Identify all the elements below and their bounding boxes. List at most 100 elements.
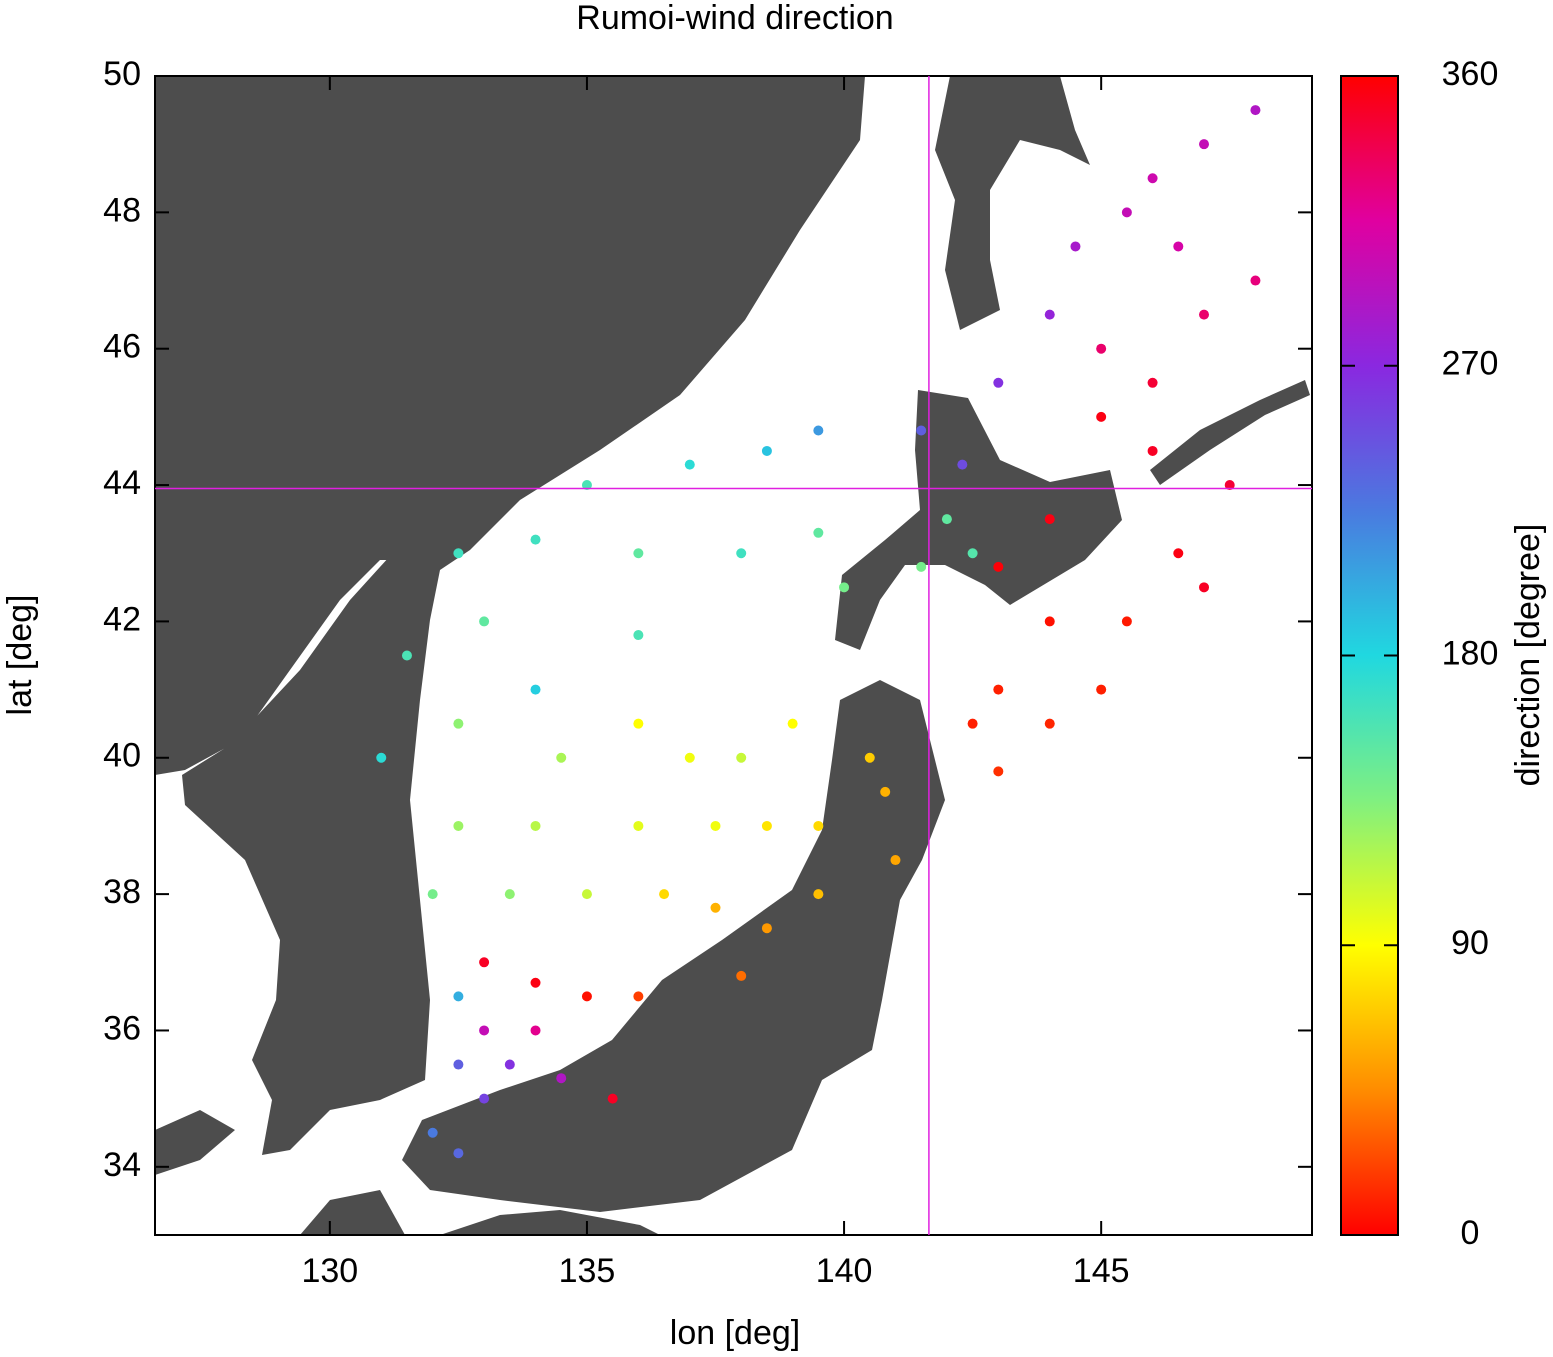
x-axis-label: lon [deg] [670,1314,800,1352]
point [401,650,412,661]
point [710,820,721,831]
point [479,957,490,968]
point [453,991,464,1002]
land-china-south [155,1110,235,1175]
point [427,1127,438,1138]
y-tick-label: 42 [103,600,141,638]
point [1044,309,1055,320]
point [1224,480,1235,491]
point [1044,514,1055,525]
point [479,1093,490,1104]
point [530,1025,541,1036]
point [530,977,541,988]
colorbar-tick-label: 360 [1442,55,1499,93]
point [1096,684,1107,695]
x-tick-label: 140 [816,1252,873,1290]
point [993,684,1004,695]
point [1096,411,1107,422]
y-tick-label: 50 [103,55,141,93]
point [453,1148,464,1159]
point [993,561,1004,572]
point [993,766,1004,777]
point [813,889,824,900]
point [376,752,387,763]
y-tick-label: 46 [103,328,141,366]
point [453,820,464,831]
y-tick-label: 34 [103,1146,141,1184]
point [761,923,772,934]
colorbar-tick-label: 90 [1451,924,1489,962]
point [880,786,891,797]
point [479,616,490,627]
point [1121,207,1132,218]
land-honshu [402,680,945,1212]
point [864,752,875,763]
point [479,1025,490,1036]
point [736,970,747,981]
land-kurils [1150,380,1310,485]
point [1044,616,1055,627]
point [736,752,747,763]
point [1147,173,1158,184]
point [581,991,592,1002]
point [1199,309,1210,320]
x-tick-label: 145 [1073,1252,1130,1290]
land-kyushu [300,1190,405,1235]
point [427,889,438,900]
point [453,718,464,729]
point [581,480,592,491]
point [1044,718,1055,729]
point [941,514,952,525]
y-axis-label: lat [deg] [1,595,39,716]
point [1173,548,1184,559]
point [1070,241,1081,252]
point [813,425,824,436]
point [556,1073,567,1084]
point [813,820,824,831]
point [890,855,901,866]
point [607,1093,618,1104]
point [916,561,927,572]
x-tick-label: 135 [559,1252,616,1290]
point [504,889,515,900]
point [1250,275,1261,286]
point [787,718,798,729]
point [530,684,541,695]
point [633,718,644,729]
colorbar-tick-label: 0 [1461,1214,1480,1252]
point [581,889,592,900]
point [1147,445,1158,456]
point [1096,343,1107,354]
x-tick-label: 130 [301,1252,358,1290]
point [1199,582,1210,593]
colorbar-tick-label: 270 [1442,345,1499,383]
point [453,548,464,559]
point [530,534,541,545]
y-tick-label: 40 [103,737,141,775]
point [633,991,644,1002]
point [967,548,978,559]
point [659,889,670,900]
y-tick-label: 44 [103,464,141,502]
point [761,445,772,456]
point [556,752,567,763]
point [633,820,644,831]
map-land [155,76,1310,1235]
point [916,425,927,436]
point [993,377,1004,388]
point [504,1059,515,1070]
point [633,630,644,641]
point [710,902,721,913]
point [839,582,850,593]
y-tick-label: 38 [103,873,141,911]
point [813,527,824,538]
point [957,459,968,470]
point [684,459,695,470]
point [1121,616,1132,627]
y-tick-label: 36 [103,1009,141,1047]
plot-frame [154,75,1313,1236]
point [967,718,978,729]
land-shikoku [440,1210,660,1235]
chart-title: Rumoi-wind direction [576,0,893,37]
